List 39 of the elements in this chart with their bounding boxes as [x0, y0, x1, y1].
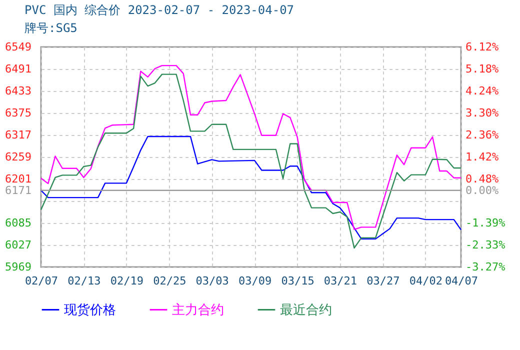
- legend-label: 主力合约: [172, 302, 224, 318]
- y2-tick-label: 1.42%: [466, 150, 499, 164]
- line-series: [40, 136, 462, 240]
- y-tick-label: 6375: [5, 106, 32, 120]
- x-tick-label: 02/07: [24, 274, 58, 288]
- legend-label: 最近合约: [280, 302, 332, 318]
- x-tick-label: 03/21: [324, 274, 358, 288]
- y2-tick-label: 3.30%: [466, 106, 499, 120]
- y2-tick-label: -3.27%: [466, 260, 506, 274]
- y-tick-label: 6317: [5, 128, 32, 142]
- x-tick-label: 02/25: [153, 274, 186, 288]
- y2-tick-label: -2.33%: [466, 238, 506, 252]
- x-tick-label: 04/07: [444, 274, 478, 288]
- y2-tick-label: 6.12%: [466, 40, 499, 54]
- y-tick-label: 6201: [5, 172, 32, 186]
- y-tick-label: 6027: [5, 238, 32, 252]
- y2-tick-label: 4.24%: [466, 84, 499, 98]
- y-tick-label: 6549: [5, 40, 32, 54]
- y2-tick-label: 5.18%: [466, 62, 499, 76]
- y-tick-label: 6171: [5, 184, 32, 197]
- y-tick-label: 6085: [5, 216, 32, 230]
- y2-tick-label: 2.36%: [466, 128, 499, 142]
- x-tick-label: 03/09: [238, 274, 272, 288]
- x-tick-label: 02/19: [110, 274, 144, 288]
- legend-label: 现货价格: [64, 302, 116, 318]
- x-tick-label: 04/02: [409, 274, 442, 288]
- chart-title: PVC 国内 综合价 2023-02-07 - 2023-04-07: [24, 3, 294, 17]
- y2-tick-label: -1.39%: [466, 216, 506, 230]
- x-tick-label: 03/15: [281, 274, 314, 288]
- chart-subtitle: 牌号:SG5: [24, 21, 78, 35]
- x-tick-label: 03/03: [196, 274, 229, 288]
- x-tick-label: 03/27: [366, 274, 400, 288]
- y-tick-label: 6491: [5, 62, 32, 76]
- y2-tick-label: 0.48%: [466, 172, 499, 186]
- x-tick-label: 02/13: [68, 274, 101, 288]
- y-tick-label: 5969: [5, 260, 32, 274]
- y2-tick-label: 0.00%: [466, 184, 499, 197]
- y-tick-label: 6433: [5, 84, 32, 98]
- y-tick-label: 6259: [5, 150, 32, 164]
